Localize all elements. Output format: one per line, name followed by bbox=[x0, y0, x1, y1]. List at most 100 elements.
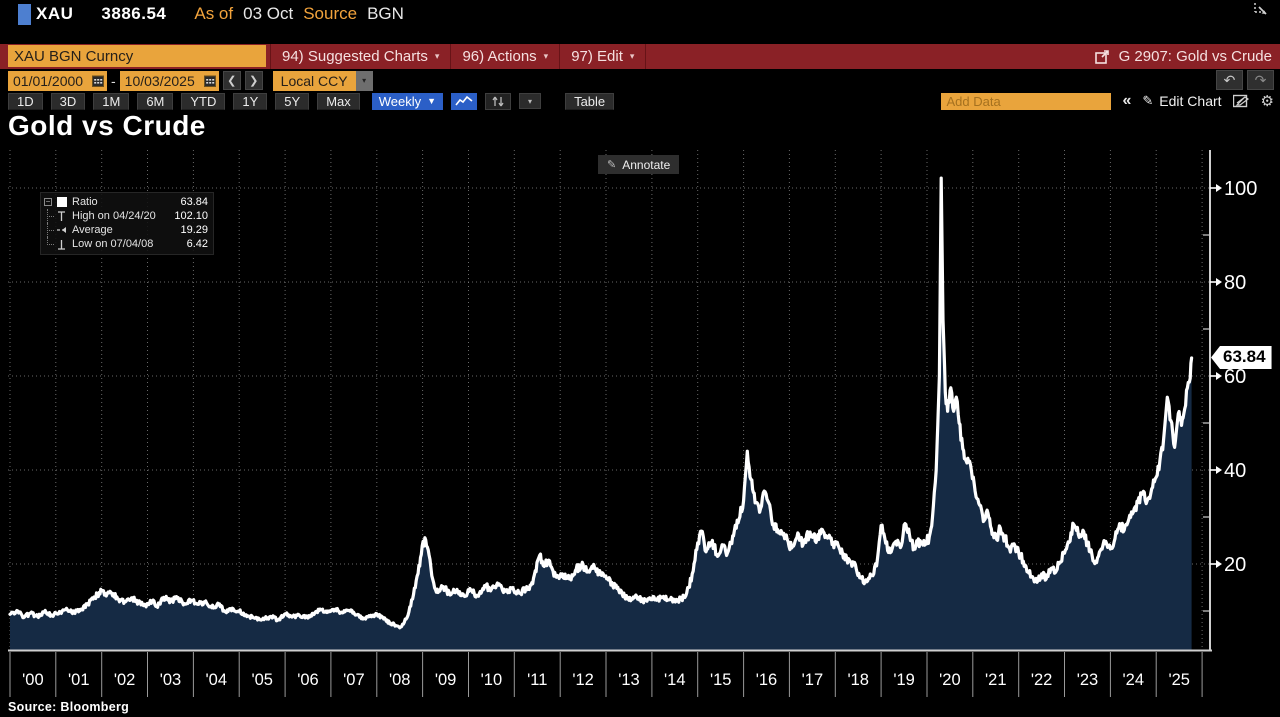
suggested-charts-menu[interactable]: 94) Suggested Charts ▾ bbox=[270, 44, 450, 69]
legend-tree-cell: − bbox=[44, 195, 57, 209]
last-value-tag: 63.84 bbox=[1211, 346, 1272, 369]
period-label: YTD bbox=[190, 93, 217, 109]
legend-value: 19.29 bbox=[180, 224, 208, 236]
ratio-chart-svg: 20 40 60 80 100 '00 '01 '02 '03 '04 '05 '06 '07 '08 '0… bbox=[8, 150, 1257, 697]
x-axis-label: '14 bbox=[664, 671, 686, 689]
chart-id-title: G 2907: Gold vs Crude bbox=[1118, 48, 1272, 65]
chevron-down-icon: ▾ bbox=[528, 96, 533, 106]
x-axis-label: '20 bbox=[939, 671, 961, 689]
y-axis-label: 80 bbox=[1224, 272, 1246, 294]
legend-label: Ratio bbox=[72, 196, 98, 208]
legend-marker-cell bbox=[57, 210, 72, 222]
period-ytd-button[interactable]: YTD bbox=[181, 92, 226, 110]
y-axis-label: 60 bbox=[1224, 366, 1246, 388]
chevron-down-icon: ▾ bbox=[629, 51, 635, 61]
open-external-icon[interactable] bbox=[1094, 49, 1110, 64]
legend-row-average[interactable]: Average 19.29 bbox=[44, 223, 208, 237]
period-label: 5Y bbox=[284, 93, 301, 109]
currency-dropdown-button[interactable]: ▾ bbox=[355, 70, 373, 91]
legend-marker-cell bbox=[57, 239, 72, 250]
chevron-down-icon: ▾ bbox=[362, 76, 367, 85]
period-label: Max bbox=[326, 93, 351, 109]
add-data-input[interactable] bbox=[941, 92, 1112, 110]
table-button[interactable]: Table bbox=[565, 92, 615, 110]
period-label: 6M bbox=[146, 93, 165, 109]
chart-type-dropdown-button[interactable]: ▾ bbox=[519, 93, 542, 109]
legend-value: 63.84 bbox=[180, 196, 208, 208]
period-1m-button[interactable]: 1M bbox=[93, 92, 130, 110]
low-marker-icon bbox=[58, 239, 65, 250]
y-axis-label: 100 bbox=[1224, 178, 1257, 200]
x-axis-label: '22 bbox=[1031, 671, 1053, 689]
x-axis-label: '12 bbox=[572, 671, 594, 689]
period-1d-button[interactable]: 1D bbox=[8, 92, 43, 110]
command-menu-group: 94) Suggested Charts ▾ 96) Actions ▾ 97)… bbox=[270, 44, 647, 69]
redo-icon: ↷ bbox=[1254, 71, 1267, 88]
toolbar-right-tools: « ✎ Edit Chart ⚙ bbox=[941, 92, 1274, 110]
chart-title: Gold vs Crude bbox=[8, 110, 206, 141]
period-label: 1Y bbox=[242, 93, 259, 109]
edit-label: 97) Edit bbox=[571, 48, 623, 65]
legend-row-ratio[interactable]: − Ratio 63.84 bbox=[44, 195, 208, 209]
command-bar: 94) Suggested Charts ▾ 96) Actions ▾ 97)… bbox=[0, 44, 1280, 69]
previous-period-button[interactable]: ❮ bbox=[222, 71, 241, 90]
ticker-symbol: XAU bbox=[36, 4, 74, 23]
annotate-button[interactable]: ✎ Annotate bbox=[598, 155, 680, 174]
next-period-button[interactable]: ❯ bbox=[244, 71, 263, 90]
x-axis-label: '04 bbox=[206, 671, 228, 689]
x-axis-label: '09 bbox=[435, 671, 457, 689]
x-axis-label: '25 bbox=[1168, 671, 1190, 689]
actions-label: 96) Actions bbox=[462, 48, 537, 65]
legend-marker-cell bbox=[57, 226, 72, 234]
line-chart-type-button[interactable] bbox=[451, 92, 478, 110]
y-tick-arrow bbox=[1216, 372, 1222, 380]
legend-row-high[interactable]: High on 04/24/20 102.10 bbox=[44, 209, 208, 223]
collapse-panel-button[interactable]: « bbox=[1122, 92, 1132, 109]
edit-menu[interactable]: 97) Edit ▾ bbox=[559, 44, 647, 69]
currency-selector[interactable]: Local CCY bbox=[272, 70, 356, 91]
calendar-icon[interactable] bbox=[92, 75, 104, 87]
actions-menu[interactable]: 96) Actions ▾ bbox=[450, 44, 559, 69]
frequency-dropdown[interactable]: Weekly ▼ bbox=[371, 92, 444, 110]
period-3d-button[interactable]: 3D bbox=[50, 92, 86, 110]
x-axis-label: '05 bbox=[251, 671, 273, 689]
currency-value: Local CCY bbox=[280, 72, 348, 89]
chart-area[interactable]: 20 40 60 80 100 '00 '01 '02 '03 '04 '05 '06 '07 '08 '0… bbox=[0, 150, 1280, 700]
drag-resize-cursor-icon bbox=[1254, 3, 1267, 15]
period-5y-button[interactable]: 5Y bbox=[275, 92, 310, 110]
axis-scale-icon bbox=[492, 96, 504, 106]
calendar-icon[interactable] bbox=[203, 75, 216, 87]
x-axis-label: '11 bbox=[527, 671, 547, 689]
start-date-input[interactable] bbox=[13, 72, 89, 89]
period-1y-button[interactable]: 1Y bbox=[233, 92, 268, 110]
chart-annotate-icon[interactable] bbox=[1232, 94, 1250, 108]
legend-value: 102.10 bbox=[174, 210, 208, 222]
source-value: BGN bbox=[367, 4, 404, 23]
x-axis-label: '15 bbox=[710, 671, 732, 689]
redo-button[interactable]: ↷ bbox=[1247, 70, 1274, 90]
x-axis-label: '08 bbox=[389, 671, 411, 689]
period-max-button[interactable]: Max bbox=[317, 92, 360, 110]
gear-icon[interactable]: ⚙ bbox=[1260, 93, 1274, 110]
legend-label: Average bbox=[72, 224, 113, 236]
security-input[interactable] bbox=[8, 45, 266, 67]
legend-label: High on 04/24/20 bbox=[72, 210, 156, 222]
legend-tree-cell bbox=[44, 209, 57, 223]
edit-chart-label: Edit Chart bbox=[1159, 93, 1222, 109]
x-axis-label: '00 bbox=[22, 671, 44, 689]
legend-marker-cell bbox=[57, 197, 72, 207]
ratio-swatch-icon bbox=[57, 197, 67, 207]
collapse-tree-icon[interactable]: − bbox=[44, 197, 52, 206]
source-label: Source bbox=[303, 4, 358, 23]
undo-button[interactable]: ↶ bbox=[1216, 70, 1243, 90]
end-date-input[interactable] bbox=[124, 72, 201, 89]
chart-id-area: G 2907: Gold vs Crude bbox=[1094, 48, 1280, 65]
x-axis-label: '07 bbox=[343, 671, 365, 689]
edit-chart-button[interactable]: ✎ Edit Chart bbox=[1142, 93, 1221, 109]
legend-row-low[interactable]: Low on 07/04/08 6.42 bbox=[44, 237, 208, 251]
as-of-date: 03 Oct bbox=[243, 4, 294, 23]
axis-scale-button[interactable] bbox=[485, 92, 512, 110]
chart-legend[interactable]: − Ratio 63.84 High on 04/24/20 102.10 bbox=[40, 192, 214, 255]
period-6m-button[interactable]: 6M bbox=[137, 92, 174, 110]
